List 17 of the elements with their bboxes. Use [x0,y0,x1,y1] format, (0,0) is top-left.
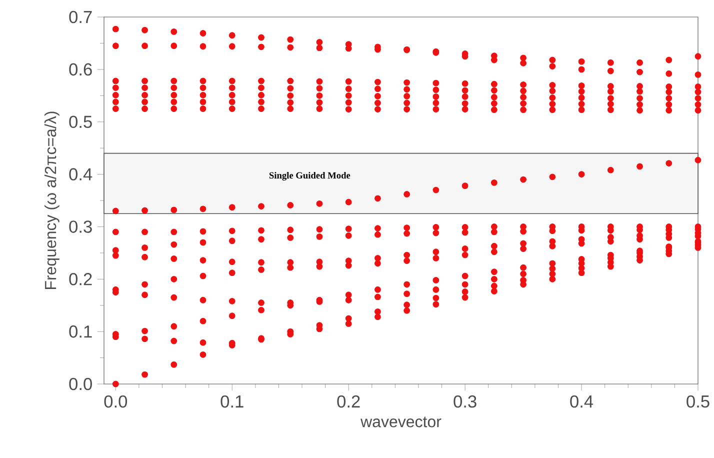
x-tick-label: 0.1 [220,395,244,408]
y-tick-label: 0.3 [69,220,92,233]
band-label: Single Guided Mode [269,172,350,180]
x-tick-label: 0.2 [337,395,360,408]
x-axis-title: wavevector [360,416,442,428]
y-tick-label: 0.1 [69,325,92,338]
y-axis-title: Frequency (ω a/2πc=a/λ) [44,112,60,289]
y-tick-label: 0.6 [69,63,92,76]
x-tick-label: 0.4 [570,395,594,408]
y-tick-label: 0.4 [69,168,92,180]
y-tick-label: 0.7 [69,10,92,24]
y-tick-label: 0.5 [69,116,92,128]
x-tick-label: 0.5 [686,395,710,408]
x-tick-label: 0.0 [104,395,128,408]
y-tick-label: 0.2 [69,273,92,286]
x-tick-label: 0.3 [454,395,476,408]
y-tick-label: 0.0 [69,378,92,390]
